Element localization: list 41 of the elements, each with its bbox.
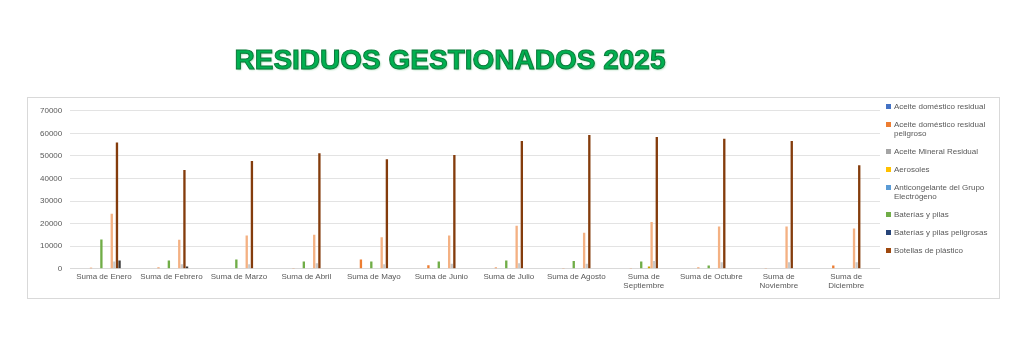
legend-label: Baterías y pilas peligrosas: [894, 228, 988, 237]
x-tick-label: Suma de Junio: [414, 271, 469, 281]
y-tick-label: 60000: [40, 128, 63, 138]
bar: [515, 225, 518, 269]
x-tick-label: Suma de Mayo: [347, 271, 402, 281]
legend-label: Aceite doméstico residual peligroso: [894, 120, 987, 138]
chart-title: RESIDUOS GESTIONADOS 2025: [233, 44, 667, 76]
y-tick-label: 30000: [40, 196, 63, 206]
y-tick-label: 20000: [40, 218, 63, 228]
y-tick-label: 0: [57, 264, 63, 273]
bar: [855, 262, 858, 269]
legend-label: Anticongelante del Grupo Electrógeno: [894, 183, 986, 201]
y-tick-label: 40000: [40, 173, 63, 183]
x-tick-label: Suma de Marzo: [210, 271, 268, 281]
bar: [785, 226, 788, 269]
x-tick-label: Suma de Abril: [281, 271, 332, 281]
bar: [118, 260, 121, 269]
x-tick-label: Suma de Septiembre: [623, 271, 665, 291]
legend-label: Baterías y pilas: [894, 210, 949, 219]
y-tick-label: 70000: [40, 106, 63, 115]
legend-label: Botellas de plástico: [894, 246, 963, 255]
bar: [235, 259, 238, 269]
x-tick-label: Suma de Octubre: [679, 271, 744, 281]
bar: [453, 155, 456, 269]
legend-label: Aceite Mineral Residual: [894, 147, 979, 156]
y-tick-label: 50000: [40, 151, 63, 161]
x-tick-label: Suma de Enero: [76, 271, 133, 281]
bar: [100, 239, 103, 269]
x-tick-label: Suma de Noviembre: [759, 271, 799, 291]
x-tick-label: Suma de Diciembre: [828, 271, 865, 291]
x-tick-label: Suma de Febrero: [140, 271, 204, 281]
bar: [427, 265, 430, 269]
legend-label: Aceite doméstico residual: [894, 102, 986, 111]
bar: [113, 261, 116, 269]
legend-label: Aerosoles: [894, 165, 930, 174]
bar: [650, 222, 653, 269]
bar: [183, 169, 186, 269]
x-tick-label: Suma de Julio: [483, 271, 535, 281]
y-tick-label: 10000: [40, 241, 63, 251]
x-tick-label: Suma de Agosto: [546, 271, 607, 281]
bar: [318, 153, 321, 269]
